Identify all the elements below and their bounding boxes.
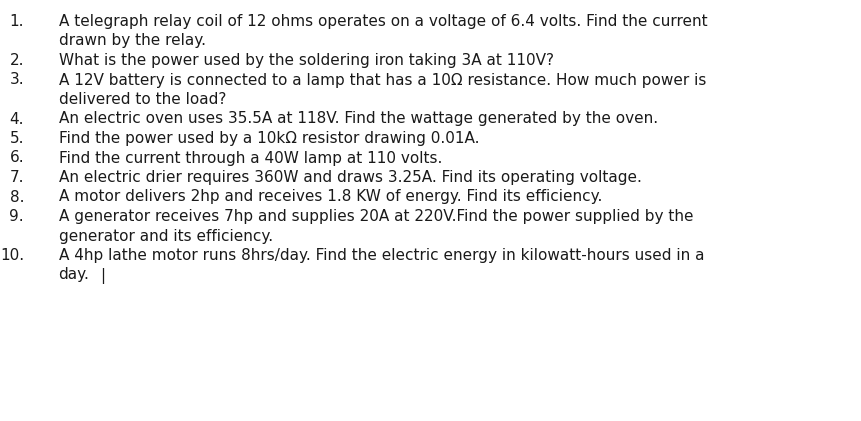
- Text: 10.: 10.: [0, 248, 24, 263]
- Text: A 4hp lathe motor runs 8hrs/day. Find the electric energy in kilowatt-hours used: A 4hp lathe motor runs 8hrs/day. Find th…: [59, 248, 704, 263]
- Text: generator and its efficiency.: generator and its efficiency.: [59, 229, 273, 243]
- Text: A motor delivers 2hp and receives 1.8 KW of energy. Find its efficiency.: A motor delivers 2hp and receives 1.8 KW…: [59, 189, 602, 205]
- Text: Find the power used by a 10kΩ resistor drawing 0.01A.: Find the power used by a 10kΩ resistor d…: [59, 131, 479, 146]
- Text: A generator receives 7hp and supplies 20A at 220V.Find the power supplied by the: A generator receives 7hp and supplies 20…: [59, 209, 693, 224]
- Text: A 12V battery is connected to a lamp that has a 10Ω resistance. How much power i: A 12V battery is connected to a lamp tha…: [59, 72, 706, 88]
- Text: 1.: 1.: [9, 14, 24, 29]
- Text: day.: day.: [59, 267, 90, 282]
- Text: What is the power used by the soldering iron taking 3A at 110V?: What is the power used by the soldering …: [59, 53, 554, 68]
- Text: A telegraph relay coil of 12 ohms operates on a voltage of 6.4 volts. Find the c: A telegraph relay coil of 12 ohms operat…: [59, 14, 707, 29]
- Text: Find the current through a 40W lamp at 110 volts.: Find the current through a 40W lamp at 1…: [59, 150, 442, 165]
- Text: 6.: 6.: [9, 150, 24, 165]
- Text: 4.: 4.: [9, 112, 24, 126]
- Text: 5.: 5.: [9, 131, 24, 146]
- Text: 7.: 7.: [9, 170, 24, 185]
- Text: An electric drier requires 360W and draws 3.25A. Find its operating voltage.: An electric drier requires 360W and draw…: [59, 170, 641, 185]
- Text: 8.: 8.: [9, 189, 24, 205]
- Text: 3.: 3.: [9, 72, 24, 88]
- Text: drawn by the relay.: drawn by the relay.: [59, 34, 206, 48]
- Text: An electric oven uses 35.5A at 118V. Find the wattage generated by the oven.: An electric oven uses 35.5A at 118V. Fin…: [59, 112, 658, 126]
- Text: 2.: 2.: [9, 53, 24, 68]
- Text: delivered to the load?: delivered to the load?: [59, 92, 226, 107]
- Text: |: |: [101, 267, 106, 283]
- Text: 9.: 9.: [9, 209, 24, 224]
